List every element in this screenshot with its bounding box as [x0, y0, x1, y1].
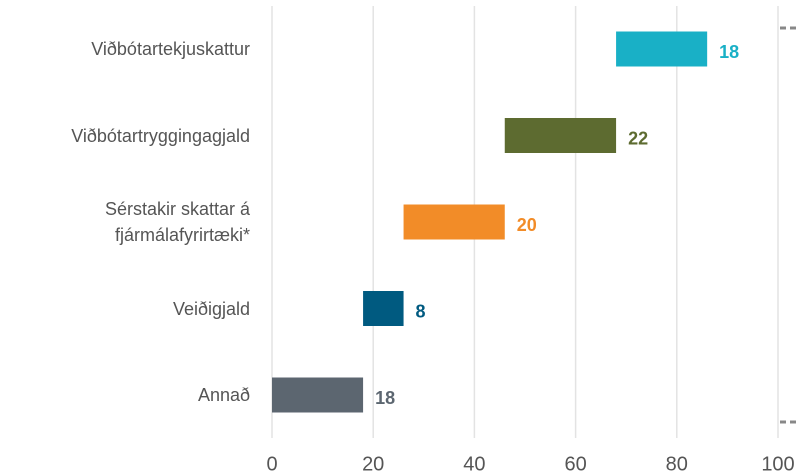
- category-label: Annað: [197, 385, 250, 405]
- x-tick-label: 60: [564, 453, 586, 475]
- x-tick-label: 100: [761, 453, 794, 475]
- data-label: 22: [628, 128, 648, 148]
- category-label: Viðbótartekjuskattur: [91, 39, 250, 59]
- data-label: 8: [416, 301, 426, 321]
- bar: [403, 204, 505, 240]
- x-tick-label: 0: [266, 453, 277, 475]
- category-label: Viðbótartryggingagjald: [71, 125, 250, 146]
- bar: [616, 31, 708, 67]
- data-label: 20: [517, 215, 537, 235]
- x-tick-label: 20: [362, 453, 384, 475]
- bar: [363, 291, 404, 326]
- category-label: Veiðigjald: [172, 298, 250, 319]
- category-label: Sérstakir skattar á fjármálafyrirtæki*: [104, 199, 250, 245]
- bar: [504, 118, 617, 153]
- bar: [272, 377, 364, 413]
- x-tick-label: 40: [463, 453, 485, 475]
- data-label: 18: [375, 388, 395, 408]
- x-tick-label: 80: [666, 453, 688, 475]
- data-label: 18: [719, 42, 739, 62]
